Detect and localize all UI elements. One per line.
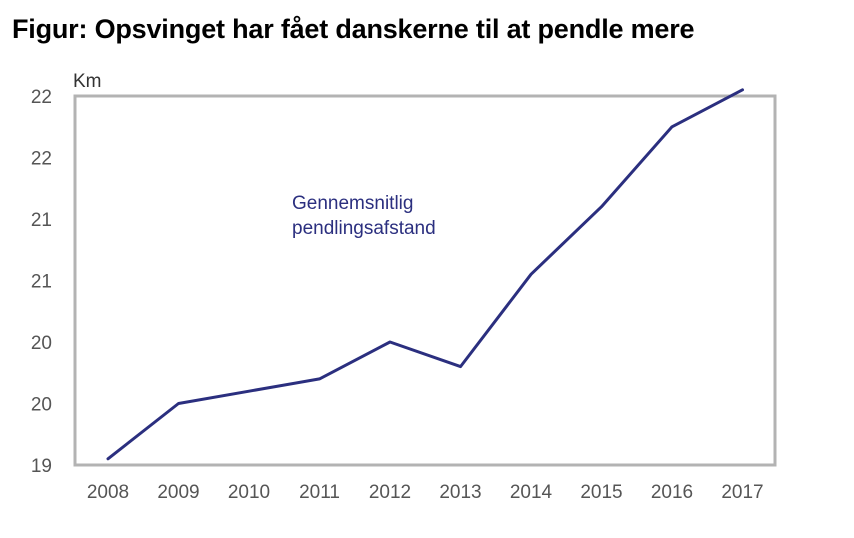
y-tick-label: 21 <box>31 210 52 231</box>
y-tick-label: 20 <box>31 395 52 416</box>
y-tick-label: 20 <box>31 333 52 354</box>
x-tick-label: 2016 <box>651 482 693 503</box>
x-tick-label: 2008 <box>87 482 129 503</box>
x-tick-label: 2014 <box>510 482 553 503</box>
y-tick-labels: 19 20 20 21 21 22 22 <box>31 87 52 477</box>
series-annotation-line-1: Gennemsnitlig <box>292 193 413 214</box>
x-tick-label: 2012 <box>369 482 411 503</box>
series-annotation: Gennemsnitlig pendlingsafstand <box>292 193 436 239</box>
x-tick-label: 2013 <box>439 482 481 503</box>
x-tick-label: 2009 <box>157 482 199 503</box>
plot-frame <box>73 94 777 467</box>
y-tick-label: 21 <box>31 272 52 293</box>
series-annotation-line-2: pendlingsafstand <box>292 218 436 239</box>
chart-title: Figur: Opsvinget har fået danskerne til … <box>12 14 695 44</box>
y-axis-unit-label: Km <box>73 71 102 92</box>
x-tick-label: 2015 <box>580 482 622 503</box>
x-tick-label: 2011 <box>299 482 340 503</box>
x-tick-labels: 2008 2009 2010 2011 2012 2013 2014 2015 2016 2017 <box>87 482 764 503</box>
series-line <box>106 88 744 461</box>
y-tick-label: 22 <box>31 87 52 108</box>
x-tick-label: 2010 <box>228 482 270 503</box>
x-tick-label: 2017 <box>721 482 763 503</box>
y-tick-label: 22 <box>31 149 52 170</box>
y-tick-label: 19 <box>31 456 52 477</box>
